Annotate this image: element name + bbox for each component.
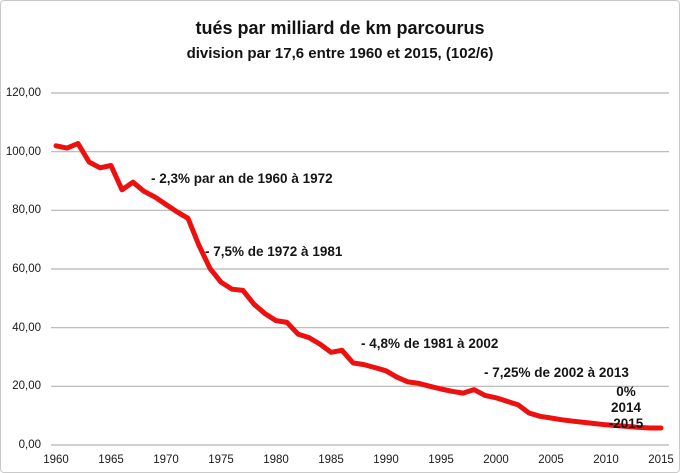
x-axis-label: 2000 (483, 454, 509, 466)
y-axis-label: 60,00 (12, 263, 41, 275)
trend-annotation: 0% 2014 -2015 (608, 384, 644, 431)
chart-title: tués par milliard de km parcourus (195, 18, 485, 38)
x-axis-label: 1990 (373, 454, 399, 466)
x-axis-label: 2015 (648, 454, 674, 466)
y-axis-label: 40,00 (12, 322, 41, 334)
y-axis-label: 80,00 (12, 204, 41, 216)
trend-annotation: - 7,5% de 1972 à 1981 (205, 244, 343, 259)
trend-annotation: - 7,25% de 2002 à 2013 (484, 365, 629, 380)
trend-annotation: - 2,3% par an de 1960 à 1972 (151, 171, 333, 186)
x-axis-label: 1960 (43, 454, 69, 466)
x-axis-label: 1980 (263, 454, 289, 466)
trend-annotation: - 4,8% de 1981 à 2002 (361, 336, 499, 351)
x-axis-label: 1975 (208, 454, 234, 466)
x-axis-label: 1995 (428, 454, 454, 466)
series-line (53, 141, 664, 431)
x-axis-label: 1985 (318, 454, 344, 466)
y-axis-label: 100,00 (5, 146, 41, 158)
chart-subtitle: division par 17,6 entre 1960 et 2015, (1… (186, 45, 494, 62)
x-axis-label: 2010 (593, 454, 619, 466)
y-axis-label: 20,00 (12, 380, 41, 392)
y-axis-label: 120,00 (5, 87, 41, 99)
y-axis-label: 0,00 (18, 439, 41, 451)
x-axis-label: 1970 (153, 454, 179, 466)
x-axis-label: 2005 (538, 454, 564, 466)
x-axis-label: 1965 (98, 454, 124, 466)
